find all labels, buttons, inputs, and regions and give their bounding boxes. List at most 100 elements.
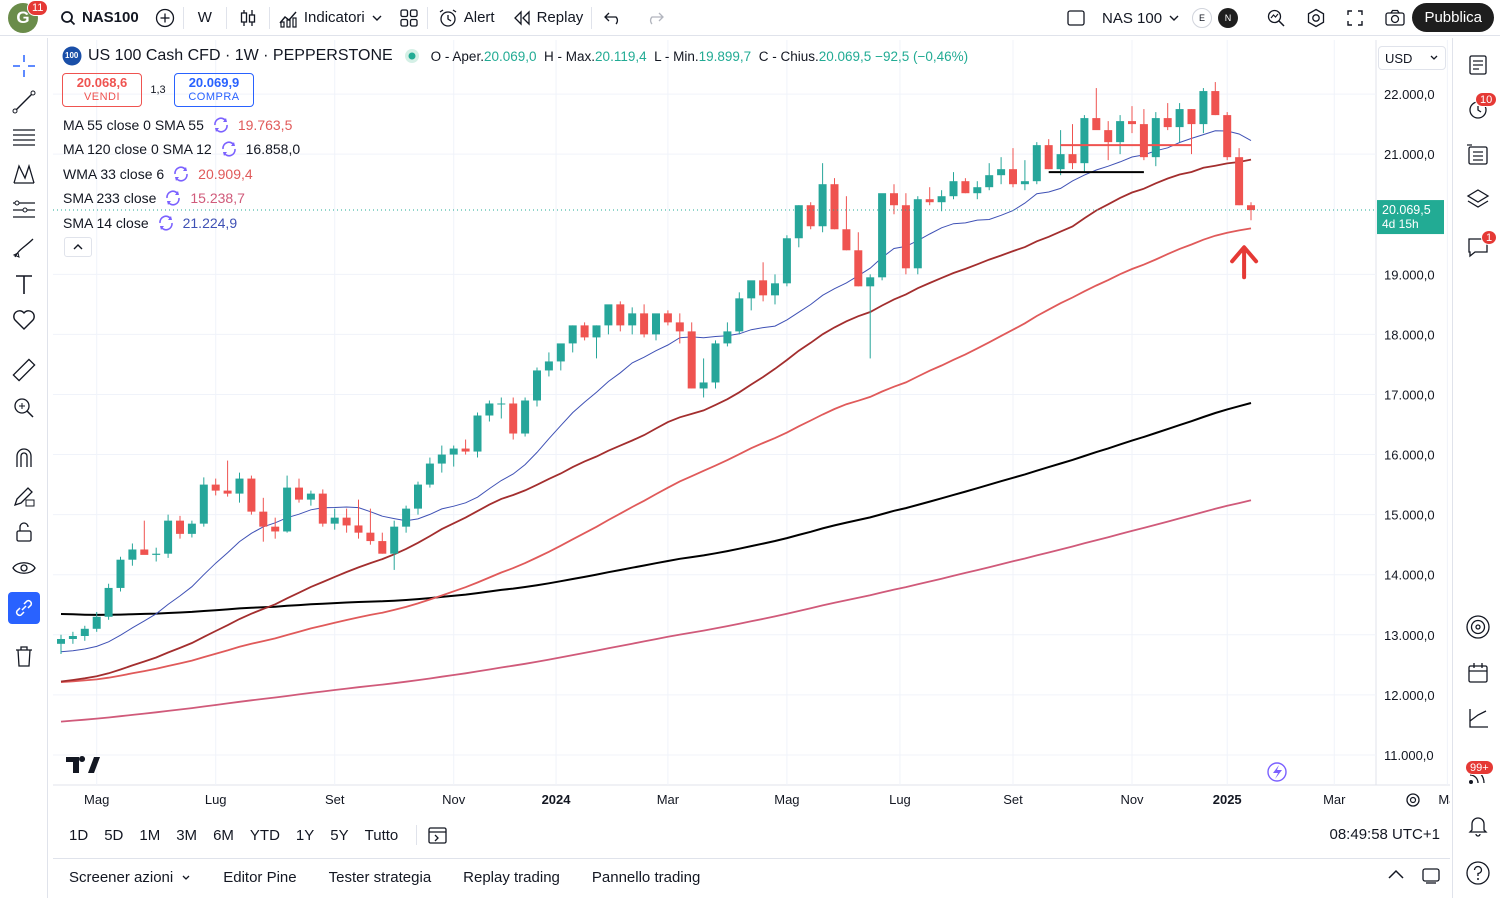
range-5d[interactable]: 5D xyxy=(104,826,124,844)
target-button[interactable] xyxy=(1463,612,1493,642)
indicator-row[interactable]: WMA 33 close 6 20.909,4 xyxy=(63,165,253,183)
symbol-search-button[interactable]: NAS100 xyxy=(52,0,147,36)
lock-drawings-tool[interactable] xyxy=(10,518,38,546)
alarm-clock-icon xyxy=(439,8,457,27)
sync-drawings-tool[interactable] xyxy=(8,592,40,624)
fib-tool[interactable] xyxy=(10,124,38,152)
alert-button[interactable]: Alert xyxy=(428,0,505,36)
range-1y[interactable]: 1Y xyxy=(295,826,315,844)
indicator-row[interactable]: SMA 233 close 15.238,7 xyxy=(63,189,245,207)
publish-button[interactable]: Pubblica xyxy=(1412,3,1494,32)
time-label: Lug xyxy=(889,792,911,807)
forecasting-icon xyxy=(13,200,35,218)
compare-checkbox[interactable] xyxy=(1058,0,1094,36)
undo-button[interactable] xyxy=(592,0,634,36)
buy-button[interactable]: 20.069,9 COMPRA xyxy=(174,73,254,107)
refresh-icon[interactable] xyxy=(220,140,238,158)
trendline-tool[interactable] xyxy=(10,88,38,116)
sell-button[interactable]: 20.068,6 VENDI xyxy=(62,73,142,107)
measure-tool[interactable] xyxy=(10,356,38,384)
calendar-button[interactable] xyxy=(1463,658,1493,688)
maximize-panel-icon[interactable] xyxy=(1420,865,1442,885)
indicator-row[interactable]: MA 120 close 0 SMA 12 16.858,0 xyxy=(63,140,300,158)
candle-body xyxy=(295,487,303,500)
data-window-button[interactable] xyxy=(1463,140,1493,170)
chart-type-button[interactable] xyxy=(227,0,269,36)
chevron-up-icon xyxy=(73,244,83,250)
refresh-icon[interactable] xyxy=(172,165,190,183)
brush-tool[interactable] xyxy=(10,234,38,262)
watchlist-button[interactable] xyxy=(1463,50,1493,80)
candle-body xyxy=(628,313,637,326)
go-to-date-icon[interactable] xyxy=(427,825,449,845)
strategy-button[interactable] xyxy=(1463,704,1493,734)
crosshair-tool[interactable] xyxy=(10,52,38,80)
indicator-row[interactable]: MA 55 close 0 SMA 55 19.763,5 xyxy=(63,116,292,134)
magnet-tool[interactable] xyxy=(10,444,38,472)
candle-body xyxy=(782,238,791,284)
pattern-tool[interactable] xyxy=(10,160,38,188)
grid-layout-icon xyxy=(400,8,418,27)
replay-button[interactable]: Replay xyxy=(505,0,592,36)
range-6m[interactable]: 6M xyxy=(213,826,234,844)
forecast-tool[interactable] xyxy=(10,196,38,224)
candle-body xyxy=(199,484,208,524)
remove-drawings-tool[interactable] xyxy=(10,642,38,670)
range-5y[interactable]: 5Y xyxy=(330,826,349,844)
moving-average-lines xyxy=(60,130,1252,723)
chevron-up-icon[interactable] xyxy=(1386,865,1406,885)
compare-symbol-dropdown[interactable]: NAS 100 xyxy=(1094,0,1188,36)
zoom-tool[interactable] xyxy=(10,394,38,422)
market-status-icon xyxy=(404,49,419,63)
tab-trading-panel[interactable]: Pannello trading xyxy=(576,869,716,886)
candle-body xyxy=(878,193,887,278)
candle-body xyxy=(1056,154,1065,170)
candle-body xyxy=(449,448,458,455)
quick-search-button[interactable] xyxy=(1258,0,1294,36)
range-3m[interactable]: 3M xyxy=(176,826,198,844)
tab-replay-trading[interactable]: Replay trading xyxy=(447,869,576,886)
range-ytd[interactable]: YTD xyxy=(249,826,280,844)
settings-button[interactable] xyxy=(1298,0,1334,36)
indicator-name: SMA 14 close xyxy=(63,215,149,231)
fullscreen-button[interactable] xyxy=(1338,0,1372,36)
help-button[interactable] xyxy=(1463,858,1493,888)
indicator-row[interactable]: SMA 14 close 21.224,9 xyxy=(63,214,237,232)
range-1d[interactable]: 1D xyxy=(69,826,89,844)
drawing-mode-tool[interactable] xyxy=(10,482,38,510)
candle-body xyxy=(1139,124,1148,158)
layers-button[interactable] xyxy=(1463,184,1493,214)
redo-button[interactable] xyxy=(634,0,676,36)
hide-drawings-tool[interactable] xyxy=(10,554,38,582)
tab-pine-editor[interactable]: Editor Pine xyxy=(207,869,312,886)
tab-screener[interactable]: Screener azioni xyxy=(53,869,207,886)
indicators-button[interactable]: Indicatori xyxy=(270,0,391,36)
candle-body xyxy=(116,559,125,588)
refresh-icon[interactable] xyxy=(157,214,175,232)
currency-select[interactable]: USD xyxy=(1378,46,1446,70)
tab-strategy-tester[interactable]: Tester strategia xyxy=(313,869,448,886)
text-tool[interactable] xyxy=(10,270,38,298)
layouts-button[interactable] xyxy=(391,0,427,36)
snapshot-button[interactable] xyxy=(1376,0,1414,36)
trash-icon xyxy=(16,646,32,667)
add-symbol-button[interactable] xyxy=(147,0,183,36)
price-chart[interactable]: 20.069,54d 15h 22.000,021.000,019.000,01… xyxy=(53,40,1450,818)
refresh-icon[interactable] xyxy=(164,189,182,207)
collapse-legend-button[interactable] xyxy=(64,237,92,257)
publish-label: Pubblica xyxy=(1424,9,1482,26)
candle-body xyxy=(1128,121,1136,125)
icons-tool[interactable] xyxy=(10,306,38,334)
time-label: Nov xyxy=(442,792,466,807)
refresh-icon[interactable] xyxy=(212,116,230,134)
interval-button[interactable]: W xyxy=(184,0,226,36)
range-tutto[interactable]: Tutto xyxy=(364,826,399,844)
candle-body xyxy=(1223,115,1232,158)
clock-timezone[interactable]: 08:49:58 UTC+1 xyxy=(1329,826,1441,843)
trendline-icon xyxy=(12,90,36,114)
notifications-button[interactable] xyxy=(1463,810,1493,840)
indicator-value: 19.763,5 xyxy=(237,117,293,133)
chart-title[interactable]: US 100 Cash CFD · 1W · PEPPERSTONE xyxy=(88,47,393,64)
range-1m[interactable]: 1M xyxy=(139,826,161,844)
candle-body xyxy=(1044,145,1053,170)
